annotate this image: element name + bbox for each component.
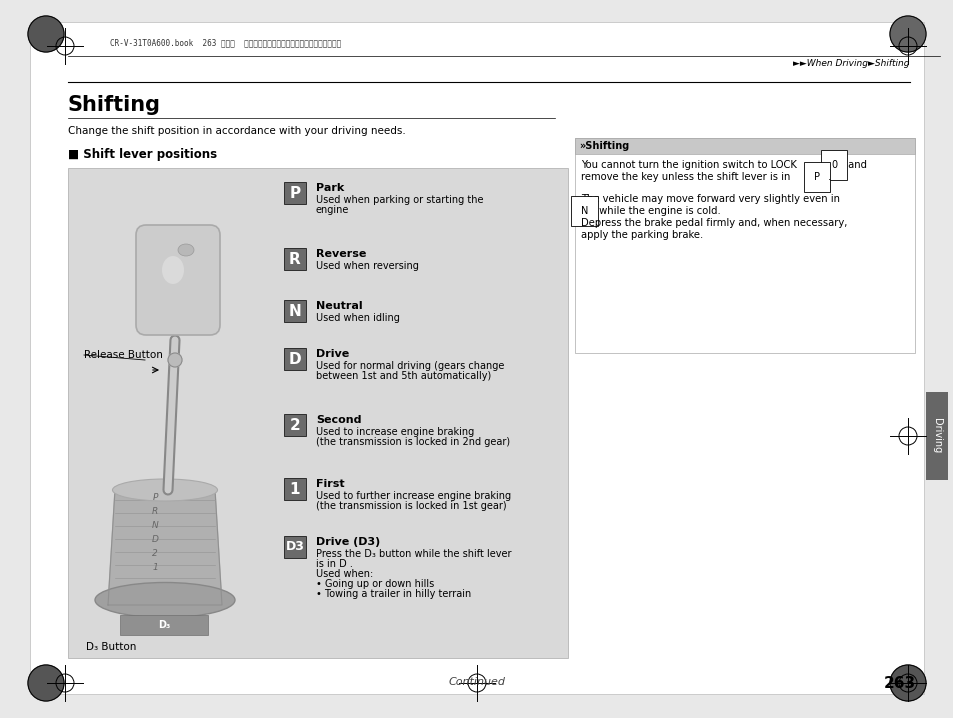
Text: First: First — [315, 479, 344, 489]
Text: Used to further increase engine braking: Used to further increase engine braking — [315, 491, 511, 501]
Text: Press the D₃ button while the shift lever: Press the D₃ button while the shift leve… — [315, 549, 511, 559]
Text: You cannot turn the ignition switch to LOCK: You cannot turn the ignition switch to L… — [580, 160, 800, 170]
Text: D: D — [152, 536, 158, 544]
Text: Second: Second — [315, 415, 361, 425]
Text: (the transmission is locked in 2nd gear): (the transmission is locked in 2nd gear) — [315, 437, 510, 447]
Text: 0: 0 — [830, 160, 836, 170]
Text: Used when reversing: Used when reversing — [315, 261, 418, 271]
Ellipse shape — [178, 244, 193, 256]
Bar — [284, 182, 306, 204]
Bar — [575, 138, 914, 154]
Text: Change the shift position in accordance with your driving needs.: Change the shift position in accordance … — [68, 126, 405, 136]
Text: remove the key unless the shift lever is in: remove the key unless the shift lever is… — [580, 172, 793, 182]
Polygon shape — [108, 490, 222, 605]
Circle shape — [28, 16, 64, 52]
Bar — [284, 414, 306, 436]
Bar — [284, 348, 306, 370]
Text: between 1st and 5th automatically): between 1st and 5th automatically) — [315, 371, 491, 381]
Bar — [284, 300, 306, 322]
Text: N: N — [289, 304, 301, 319]
Text: • Going up or down hills: • Going up or down hills — [315, 579, 434, 589]
Text: D₃ Button: D₃ Button — [86, 642, 136, 652]
Text: ■ Shift lever positions: ■ Shift lever positions — [68, 148, 217, 161]
Text: 2: 2 — [152, 549, 157, 559]
Text: 2: 2 — [290, 417, 300, 432]
Text: »Shifting: »Shifting — [578, 141, 629, 151]
Text: Driving: Driving — [931, 419, 941, 454]
Text: R: R — [152, 508, 158, 516]
Bar — [575, 138, 914, 353]
Text: N: N — [152, 521, 158, 531]
Text: Drive: Drive — [315, 349, 349, 359]
Text: N: N — [580, 206, 588, 216]
Text: 1: 1 — [290, 482, 300, 497]
Text: while the engine is cold.: while the engine is cold. — [596, 206, 720, 216]
FancyBboxPatch shape — [136, 225, 220, 335]
Text: (the transmission is locked in 1st gear): (the transmission is locked in 1st gear) — [315, 501, 506, 511]
Text: Drive (D3): Drive (D3) — [315, 537, 380, 547]
Text: Reverse: Reverse — [315, 249, 366, 259]
Ellipse shape — [112, 479, 217, 501]
Text: 1: 1 — [152, 564, 157, 572]
Text: P: P — [289, 185, 300, 200]
Circle shape — [168, 353, 182, 367]
Text: Continued: Continued — [448, 677, 505, 687]
Text: Neutral: Neutral — [315, 301, 362, 311]
Text: Park: Park — [315, 183, 344, 193]
Text: The vehicle may move forward very slightly even in: The vehicle may move forward very slight… — [580, 194, 840, 204]
Text: • Towing a trailer in hilly terrain: • Towing a trailer in hilly terrain — [315, 589, 471, 599]
Circle shape — [889, 665, 925, 701]
Text: Used for normal driving (gears change: Used for normal driving (gears change — [315, 361, 504, 371]
Ellipse shape — [95, 582, 234, 617]
Text: R: R — [289, 251, 300, 266]
Text: Release Button: Release Button — [84, 350, 163, 360]
Circle shape — [28, 665, 64, 701]
Bar — [925, 392, 947, 480]
Text: D₃: D₃ — [157, 620, 170, 630]
Bar — [284, 478, 306, 500]
Text: Used when parking or starting the: Used when parking or starting the — [315, 195, 483, 205]
Text: Used when:: Used when: — [315, 569, 373, 579]
Bar — [284, 536, 306, 558]
Text: CR-V-31T0A600.book  263 ページ  ２０１１年８月８日　月曜日　午後６時２６分: CR-V-31T0A600.book 263 ページ ２０１１年８月８日 月曜日… — [110, 39, 341, 47]
Circle shape — [889, 16, 925, 52]
Text: Used when idling: Used when idling — [315, 313, 399, 323]
Text: Depress the brake pedal firmly and, when necessary,: Depress the brake pedal firmly and, when… — [580, 218, 846, 228]
Bar — [68, 168, 567, 658]
Text: ►►When Driving►Shifting: ►►When Driving►Shifting — [793, 59, 909, 68]
Text: 263: 263 — [883, 676, 915, 691]
Text: D: D — [289, 352, 301, 366]
Text: and: and — [844, 160, 866, 170]
Text: Shifting: Shifting — [68, 95, 161, 115]
Text: apply the parking brake.: apply the parking brake. — [580, 230, 702, 240]
Text: D3: D3 — [285, 541, 304, 554]
Text: .: . — [827, 172, 830, 182]
Text: Used to increase engine braking: Used to increase engine braking — [315, 427, 474, 437]
Bar — [120, 615, 208, 635]
Text: engine: engine — [315, 205, 349, 215]
Text: is in D .: is in D . — [315, 559, 353, 569]
Ellipse shape — [162, 256, 184, 284]
Text: P: P — [813, 172, 820, 182]
Text: P: P — [152, 493, 157, 503]
Bar — [284, 248, 306, 270]
